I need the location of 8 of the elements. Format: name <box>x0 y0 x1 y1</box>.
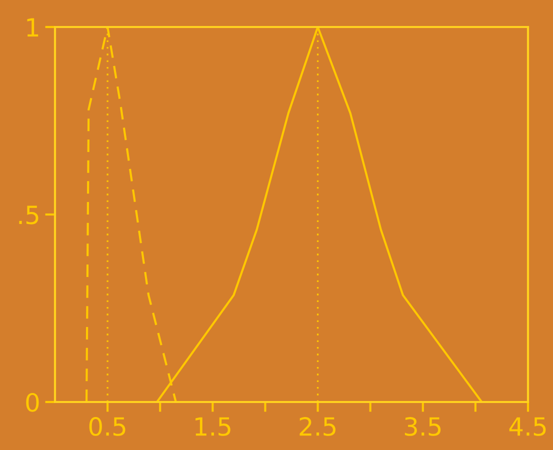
x-tick-label: 1.5 <box>196 417 230 436</box>
y-tick-label: 0 <box>26 392 39 412</box>
y-tick-label: 1 <box>27 18 38 36</box>
x-tick-label: 4.5 <box>509 417 546 436</box>
x-tick-label: 0.5 <box>89 417 126 436</box>
x-tick-label: 2.5 <box>300 417 336 436</box>
y-tick-label: .5 <box>19 206 38 224</box>
x-tick-label: 3.5 <box>404 417 441 436</box>
